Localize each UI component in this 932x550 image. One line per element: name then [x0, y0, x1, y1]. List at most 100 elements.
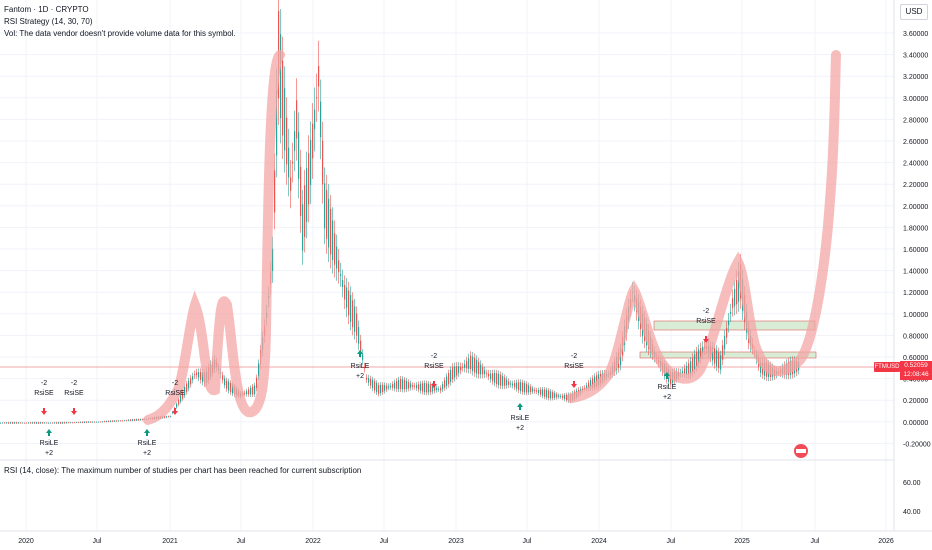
candle-body — [300, 166, 302, 217]
candle-body — [508, 381, 510, 385]
candle-body — [428, 383, 430, 393]
chart-title[interactable]: Fantom · 1D · CRYPTO — [4, 5, 89, 14]
candle-body — [684, 368, 686, 374]
candle-body — [582, 388, 584, 391]
price-label: 3.00000 — [903, 96, 928, 103]
signal-qty: -2 — [431, 353, 437, 360]
down-arrow-icon — [71, 408, 77, 415]
candle-body — [378, 385, 380, 394]
candle-body — [498, 373, 500, 386]
time-label: Jul — [380, 538, 389, 545]
candle-body — [196, 372, 198, 375]
candle-body — [426, 383, 428, 393]
candle-body — [588, 382, 590, 389]
candle-body — [102, 421, 104, 423]
candle-body — [356, 313, 358, 336]
candle-body — [328, 198, 330, 248]
candle-body — [138, 419, 140, 421]
candle-body — [566, 394, 568, 401]
candle-body — [46, 422, 48, 424]
short-signal[interactable]: -2 RsiSE — [424, 353, 444, 388]
resistance-zone-lower[interactable] — [639, 351, 817, 359]
down-arrow-icon — [41, 408, 47, 415]
long-signal[interactable]: RsiLE +2 — [351, 350, 370, 380]
candle-body — [62, 422, 64, 424]
candle-body — [0, 422, 2, 424]
candle-body — [310, 140, 312, 186]
candle-body — [540, 389, 542, 395]
candle-body — [50, 422, 52, 424]
price-label: 3.20000 — [903, 74, 928, 81]
short-signal[interactable]: -2 RsiSE — [564, 353, 584, 388]
candle-body — [332, 220, 334, 261]
price-axis-labels[interactable]: 3.60000 3.40000 3.20000 3.00000 2.80000 2.600… — [903, 31, 931, 448]
currency-button[interactable]: USD — [900, 4, 928, 20]
strategy-legend[interactable]: RSI Strategy (14, 30, 70) — [4, 17, 93, 26]
candle-body — [700, 348, 702, 359]
candle-body — [258, 363, 260, 377]
long-signal[interactable]: RsiLE +2 — [658, 372, 677, 401]
time-label: Jul — [523, 538, 532, 545]
candle-body — [478, 361, 480, 375]
candle-body — [402, 379, 404, 390]
candle-body — [446, 376, 448, 387]
candle-body — [518, 382, 520, 391]
short-signal[interactable]: -2 RsiSE — [34, 380, 54, 415]
resistance-zone-upper[interactable] — [653, 320, 816, 331]
candle-body — [178, 399, 180, 405]
candle-body — [108, 420, 110, 422]
signal-qty: -2 — [703, 308, 709, 315]
candle-body — [76, 422, 78, 424]
candle-body — [730, 311, 732, 314]
candle-body — [718, 352, 720, 369]
time-label: 2020 — [18, 538, 34, 545]
price-label: 2.60000 — [903, 139, 928, 146]
short-signal[interactable]: -2 RsiSE — [165, 380, 185, 415]
down-arrow-icon — [431, 381, 437, 388]
current-price: 0.52059 — [904, 362, 928, 369]
candle-body — [432, 385, 434, 392]
price-label: 0.20000 — [903, 398, 928, 405]
price-label: 0.60000 — [903, 355, 928, 362]
candle-body — [522, 382, 524, 392]
candle-body — [728, 320, 730, 326]
candles — [0, 0, 800, 424]
candle-body — [318, 65, 320, 87]
long-signal[interactable]: RsiLE +2 — [511, 403, 530, 432]
long-signal[interactable]: RsiLE +2 — [138, 429, 157, 457]
candle-body — [496, 373, 498, 385]
countdown: 12:08:46 — [903, 371, 929, 378]
time-axis-labels[interactable]: 2020 Jul 2021 Jul 2022 Jul 2023 Jul 2024 Jul 2025 J… — [18, 538, 894, 545]
short-signal[interactable]: -2 RsiSE — [64, 380, 84, 415]
candle-body — [166, 416, 168, 418]
candle-body — [488, 373, 490, 377]
candle-body — [536, 390, 538, 392]
price-label: 2.20000 — [903, 182, 928, 189]
highlight-brush[interactable] — [143, 50, 841, 425]
time-label: Jul — [811, 538, 820, 545]
candle-body — [68, 422, 70, 424]
candle-body — [520, 382, 522, 392]
candle-body — [476, 359, 478, 374]
candle-body — [686, 365, 688, 375]
candle-body — [712, 347, 714, 361]
candle-body — [542, 389, 544, 396]
current-price-badge: 0.52059 12:08:46 — [900, 361, 932, 380]
candle-body — [406, 380, 408, 390]
candle-body — [18, 422, 20, 424]
candle-body — [556, 394, 558, 398]
price-label: 1.60000 — [903, 247, 928, 254]
short-signal[interactable]: -2 RsiSE — [696, 308, 716, 343]
candle-body — [392, 384, 394, 388]
signal-qty: -2 — [41, 380, 47, 387]
long-signal[interactable]: RsiLE +2 — [40, 429, 59, 457]
candle-body — [440, 388, 442, 391]
candle-body — [224, 378, 226, 386]
candle-body — [544, 389, 546, 397]
candle-body — [336, 246, 338, 269]
candle-body — [342, 280, 344, 288]
signal-label: RsiSE — [165, 390, 185, 397]
candle-body — [502, 376, 504, 386]
candle-body — [6, 422, 8, 424]
